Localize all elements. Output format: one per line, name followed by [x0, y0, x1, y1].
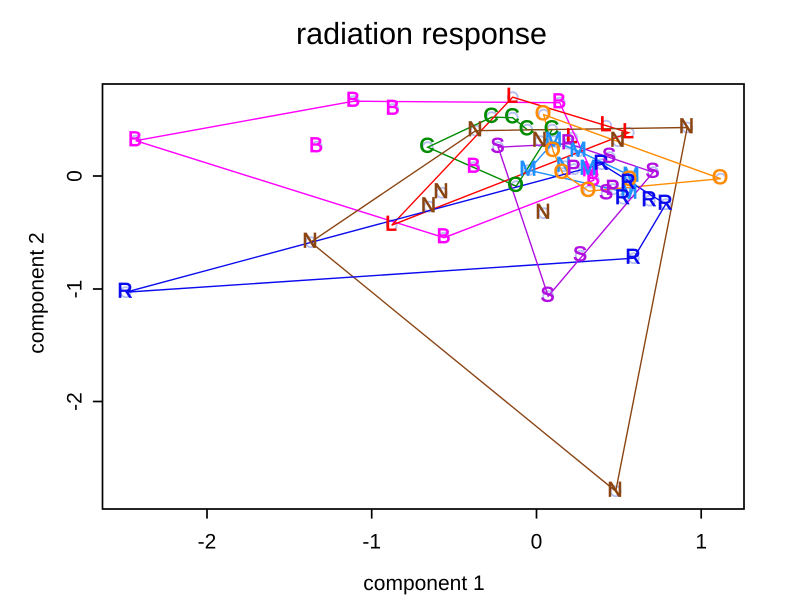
svg-text:C: C — [519, 117, 534, 140]
svg-text:O: O — [580, 179, 596, 202]
svg-text:radiation response: radiation response — [296, 17, 547, 51]
svg-text:L: L — [506, 85, 518, 108]
svg-text:N: N — [610, 129, 625, 152]
svg-text:O: O — [535, 102, 551, 125]
svg-text:O: O — [544, 139, 560, 162]
svg-text:B: B — [552, 90, 566, 113]
svg-text:P: P — [566, 157, 580, 180]
svg-text:B: B — [128, 128, 142, 151]
svg-text:O: O — [712, 166, 728, 189]
svg-text:M: M — [569, 139, 587, 162]
svg-text:R: R — [657, 192, 672, 215]
svg-text:-1: -1 — [362, 531, 381, 554]
svg-text:B: B — [436, 225, 450, 248]
svg-text:S: S — [540, 284, 554, 307]
svg-text:N: N — [433, 180, 448, 203]
svg-text:M: M — [545, 129, 563, 152]
svg-text:B: B — [466, 155, 480, 178]
svg-text:C: C — [419, 135, 434, 158]
svg-text:B: B — [385, 97, 399, 120]
svg-text:M: M — [579, 157, 597, 180]
svg-text:P: P — [561, 131, 575, 154]
svg-text:S: S — [602, 145, 616, 168]
svg-text:R: R — [117, 280, 132, 303]
svg-text:M: M — [582, 158, 600, 181]
svg-text:O: O — [621, 168, 637, 191]
svg-text:S: S — [573, 243, 587, 266]
svg-text:N: N — [302, 230, 317, 253]
svg-text:M: M — [519, 158, 537, 181]
svg-text:C: C — [504, 105, 519, 128]
svg-text:-2: -2 — [198, 531, 217, 554]
svg-text:B: B — [346, 89, 360, 112]
svg-text:1: 1 — [695, 531, 707, 554]
svg-text:N: N — [532, 129, 547, 152]
svg-text:L: L — [600, 113, 612, 136]
svg-text:M: M — [622, 164, 640, 187]
svg-text:S: S — [645, 160, 659, 183]
svg-text:C: C — [544, 117, 559, 140]
svg-text:0: 0 — [531, 531, 543, 554]
svg-text:N: N — [556, 154, 571, 177]
svg-text:P: P — [605, 177, 619, 200]
svg-text:R: R — [625, 246, 640, 269]
svg-text:R: R — [641, 188, 656, 211]
svg-text:S: S — [599, 181, 613, 204]
svg-text:component 2: component 2 — [26, 232, 49, 353]
svg-text:R: R — [615, 186, 630, 209]
svg-text:B: B — [309, 134, 323, 157]
svg-text:component 1: component 1 — [363, 572, 484, 595]
svg-text:N: N — [607, 479, 622, 502]
svg-text:R: R — [593, 152, 608, 175]
svg-text:B: B — [586, 168, 600, 191]
svg-text:M: M — [620, 181, 638, 204]
svg-text:C: C — [483, 105, 498, 128]
svg-text:N: N — [679, 115, 694, 138]
svg-text:L: L — [622, 120, 634, 143]
svg-text:L: L — [566, 125, 578, 148]
svg-text:O: O — [554, 161, 570, 184]
svg-text:-2: -2 — [64, 392, 87, 411]
svg-text:N: N — [421, 194, 436, 217]
svg-text:N: N — [467, 118, 482, 141]
svg-text:S: S — [490, 135, 504, 158]
svg-text:0: 0 — [64, 170, 87, 182]
svg-text:R: R — [620, 171, 635, 194]
svg-text:N: N — [535, 201, 550, 224]
svg-text:-1: -1 — [64, 280, 87, 299]
svg-text:L: L — [385, 213, 397, 236]
svg-text:O: O — [507, 174, 523, 197]
